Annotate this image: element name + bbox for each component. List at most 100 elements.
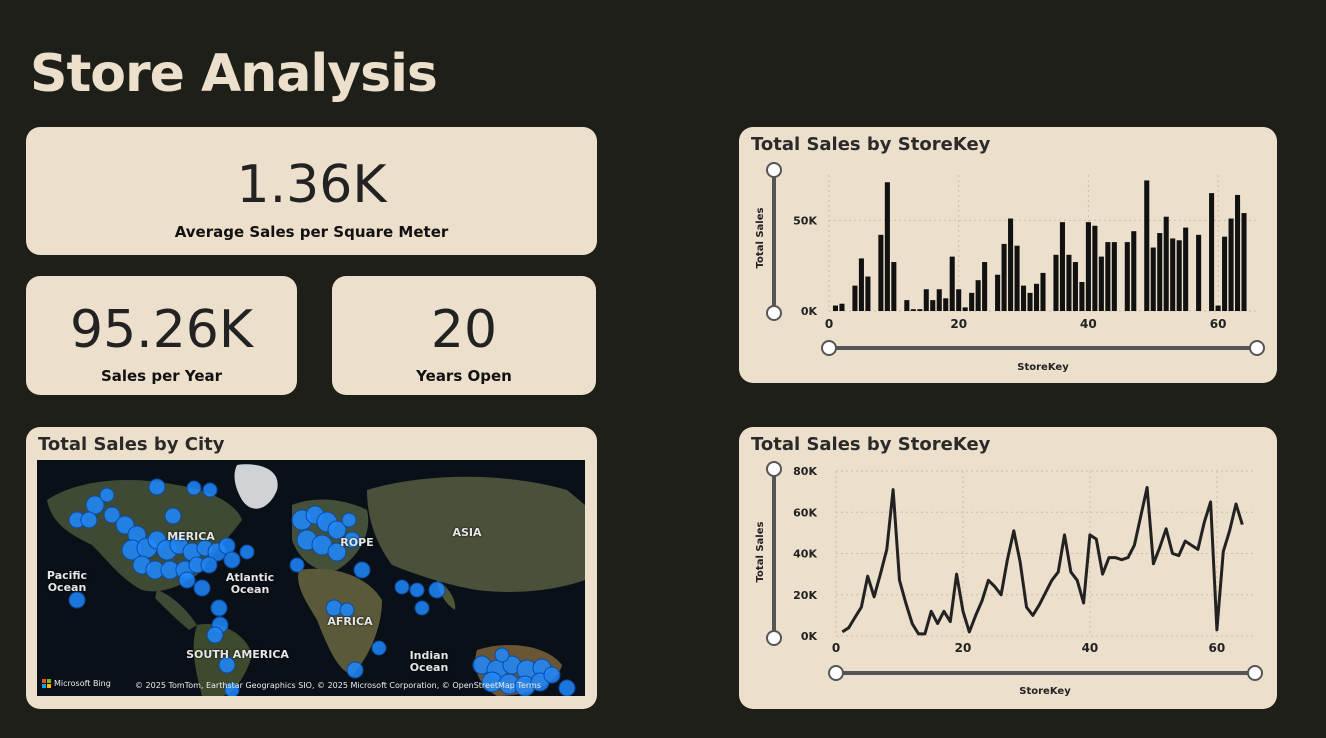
bar-chart-bar xyxy=(1072,262,1078,311)
line-chart-y-tick: 80K xyxy=(793,465,817,478)
map-label-america: MERICA xyxy=(167,530,215,543)
map-attribution[interactable]: © 2025 TomTom, Earthstar Geographics SIO… xyxy=(135,681,541,690)
bar-chart-bar xyxy=(943,298,949,311)
bar-chart-bar xyxy=(891,262,897,311)
bar-chart-bar xyxy=(969,292,975,311)
line-chart-y-tick: 0K xyxy=(801,630,818,643)
bar-chart-y-slider-top-handle xyxy=(766,162,782,178)
bar-chart-bar xyxy=(930,300,936,311)
map-label-europe: ROPE xyxy=(340,536,374,549)
bar-chart-bar xyxy=(1033,283,1040,311)
bar-chart-x-tick: 60 xyxy=(1210,317,1227,331)
line-chart-x-axis-label: StoreKey xyxy=(1019,686,1071,697)
kpi-value: 1.36K xyxy=(236,155,387,215)
bar-chart-x-axis-label: StoreKey xyxy=(1017,362,1069,373)
bar-chart-bar xyxy=(1059,222,1065,311)
kpi-label: Sales per Year xyxy=(100,367,223,385)
bar-chart-bar xyxy=(1235,194,1241,311)
bar-chart-bar xyxy=(1196,234,1202,311)
world-map[interactable]: Pacific Ocean Atlantic Ocean Indian Ocea… xyxy=(37,460,585,696)
bar-chart-bar xyxy=(852,285,858,311)
map-label-asia: ASIA xyxy=(452,526,482,539)
bar-chart-bar xyxy=(975,280,981,311)
bar-chart-bar xyxy=(1176,240,1182,311)
map-label-south-america: SOUTH AMERICA xyxy=(186,648,289,661)
bar-chart-bar xyxy=(1092,225,1098,311)
bar-chart-bar xyxy=(936,289,942,311)
bar-chart-bar xyxy=(1040,272,1046,311)
microsoft-logo-icon xyxy=(42,679,51,688)
kpi-card-sales-per-year[interactable]: 95.26K Sales per Year xyxy=(26,276,297,395)
line-chart[interactable]: Total Sales StoreKey 0K 20K 40K 60K 80K 0 20 40… xyxy=(739,427,1277,709)
line-chart-y-axis-label: Total Sales xyxy=(755,522,766,583)
line-chart-x-slider-left-handle xyxy=(828,665,844,681)
bar-chart-bar xyxy=(910,309,916,311)
kpi-card-years-open[interactable]: 20 Years Open xyxy=(332,276,596,395)
bar-chart-bar xyxy=(1131,231,1137,311)
map-label-africa: AFRICA xyxy=(327,615,373,628)
bing-logo: Microsoft Bing xyxy=(42,679,111,688)
bar-chart-bar xyxy=(1014,245,1020,311)
bar-chart-bar xyxy=(1215,305,1221,311)
bar-chart-bar xyxy=(1209,193,1215,311)
line-chart-card[interactable]: Total Sales by StoreKey Total Sales Stor… xyxy=(739,427,1277,709)
sales-bubbles xyxy=(68,478,576,696)
bar-chart-bar xyxy=(1008,218,1014,311)
bar-chart-bar xyxy=(858,258,864,311)
line-chart-y-slider-bottom-handle xyxy=(766,630,782,646)
line-chart-x-tick: 20 xyxy=(955,641,972,655)
map-title: Total Sales by City xyxy=(38,434,225,455)
kpi-label: Average Sales per Square Meter xyxy=(174,223,449,241)
bar-chart-bar xyxy=(917,309,923,311)
bar-chart-bar xyxy=(832,305,839,311)
bar-chart-bar xyxy=(1124,242,1130,311)
bar-chart-y-tick: 0K xyxy=(801,305,818,318)
bar-chart-bar xyxy=(878,234,884,311)
bar-chart-bar xyxy=(1105,242,1111,311)
kpi-card-avg-sales-sqm[interactable]: 1.36K Average Sales per Square Meter xyxy=(26,127,597,255)
line-chart-x-tick: 60 xyxy=(1209,641,1226,655)
bar-chart-bar xyxy=(1163,216,1169,311)
bar-chart-bar xyxy=(1183,227,1189,311)
bar-chart-bar xyxy=(956,289,962,311)
bar-chart-bar xyxy=(1170,238,1176,311)
bar-chart-bar xyxy=(1001,243,1007,311)
bar-chart-x-tick: 0 xyxy=(825,317,833,331)
bar-chart-bar xyxy=(1157,233,1163,311)
bar-chart-bar xyxy=(1085,222,1091,311)
bar-chart-bar xyxy=(1021,285,1027,311)
bar-chart-bar xyxy=(1150,247,1156,311)
line-chart-x-tick: 40 xyxy=(1082,641,1099,655)
bar-chart-bar xyxy=(904,300,910,311)
bar-chart-y-slider-bottom-handle xyxy=(766,305,782,321)
line-chart-y-tick: 40K xyxy=(793,548,817,561)
bar-chart-bar xyxy=(1144,180,1150,311)
line-chart-y-tick: 20K xyxy=(793,589,817,602)
bar-chart[interactable]: Total Sales StoreKey 0K 50K 0 20 40 60 xyxy=(739,127,1277,383)
bar-chart-x-tick: 20 xyxy=(950,317,967,331)
bar-chart-x-slider-right-handle xyxy=(1249,340,1265,356)
bar-chart-x-slider-left-handle xyxy=(821,340,837,356)
map-label-pacific: Pacific Ocean xyxy=(46,569,88,594)
bar-chart-bar xyxy=(865,276,871,311)
bar-chart-bar xyxy=(962,307,968,311)
bar-chart-bar xyxy=(923,289,929,311)
map-label-indian: Indian Ocean xyxy=(409,649,449,674)
bar-chart-bar xyxy=(1098,256,1104,311)
map-card[interactable]: Total Sales by City xyxy=(26,427,597,709)
bar-chart-bar xyxy=(1066,254,1072,311)
bar-chart-bar xyxy=(884,182,890,311)
kpi-value: 95.26K xyxy=(70,300,253,360)
line-chart-y-slider-top-handle xyxy=(766,461,782,477)
bar-chart-bar xyxy=(1222,236,1228,311)
bar-chart-card[interactable]: Total Sales by StoreKey Total Sales Stor… xyxy=(739,127,1277,383)
kpi-label: Years Open xyxy=(416,367,512,385)
line-chart-x-tick: 0 xyxy=(832,641,840,655)
bar-chart-bar xyxy=(1079,281,1085,311)
bar-chart-bar xyxy=(949,256,955,311)
line-chart-series-line xyxy=(841,486,1244,636)
bar-chart-bar xyxy=(1228,218,1234,311)
bar-chart-bar xyxy=(839,303,845,311)
line-chart-y-tick: 60K xyxy=(793,506,817,519)
bar-chart-y-axis-label: Total Sales xyxy=(755,208,766,269)
